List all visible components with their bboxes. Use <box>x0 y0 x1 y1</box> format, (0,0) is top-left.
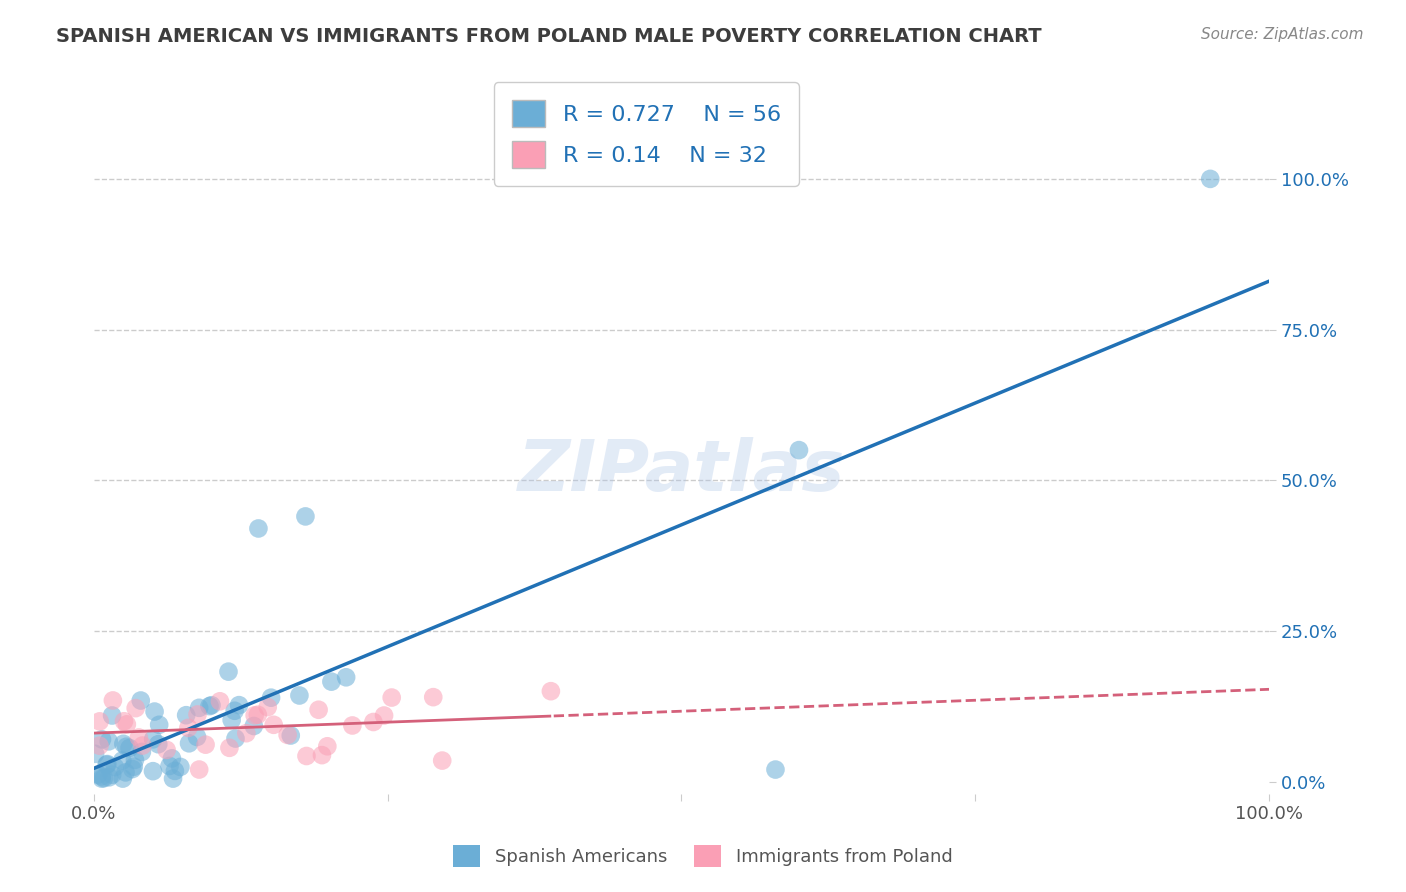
Point <box>540 684 562 698</box>
Point <box>131 745 153 759</box>
Point <box>128 731 150 745</box>
Point <box>98 770 121 784</box>
Point <box>104 760 127 774</box>
Point <box>148 718 170 732</box>
Text: Source: ZipAtlas.com: Source: ZipAtlas.com <box>1201 27 1364 42</box>
Point <box>96 757 118 772</box>
Point <box>125 701 148 715</box>
Point <box>90 769 112 783</box>
Point <box>169 760 191 774</box>
Point <box>280 729 302 743</box>
Point <box>156 743 179 757</box>
Point <box>159 759 181 773</box>
Text: ZIPatlas: ZIPatlas <box>517 437 845 506</box>
Point <box>208 694 231 708</box>
Point <box>246 707 269 722</box>
Point <box>200 698 222 713</box>
Point <box>218 740 240 755</box>
Point <box>96 757 118 772</box>
Point <box>432 754 454 768</box>
Point <box>247 521 270 535</box>
Point <box>263 718 285 732</box>
Point <box>308 703 330 717</box>
Legend: R = 0.727    N = 56, R = 0.14    N = 32: R = 0.727 N = 56, R = 0.14 N = 32 <box>494 82 799 186</box>
Point <box>101 693 124 707</box>
Text: SPANISH AMERICAN VS IMMIGRANTS FROM POLAND MALE POVERTY CORRELATION CHART: SPANISH AMERICAN VS IMMIGRANTS FROM POLA… <box>56 27 1042 45</box>
Point <box>188 763 211 777</box>
Point <box>160 751 183 765</box>
Point <box>1199 172 1222 186</box>
Point <box>112 737 135 751</box>
Point <box>122 760 145 774</box>
Point <box>111 772 134 786</box>
Point <box>243 719 266 733</box>
Point <box>174 708 197 723</box>
Point <box>142 764 165 779</box>
Point <box>115 717 138 731</box>
Point <box>118 741 141 756</box>
Point <box>294 509 316 524</box>
Point <box>101 708 124 723</box>
Point <box>89 714 111 729</box>
Point <box>163 764 186 778</box>
Point <box>316 739 339 754</box>
Point <box>288 689 311 703</box>
Point <box>101 767 124 781</box>
Point <box>129 693 152 707</box>
Point <box>260 690 283 705</box>
Point <box>243 708 266 723</box>
Point <box>188 701 211 715</box>
Point <box>186 730 208 744</box>
Point <box>91 732 114 747</box>
Point <box>422 690 444 705</box>
Point <box>277 728 299 742</box>
Point <box>131 739 153 753</box>
Point <box>194 738 217 752</box>
Point <box>295 749 318 764</box>
Point <box>143 705 166 719</box>
Point <box>321 674 343 689</box>
Legend: Spanish Americans, Immigrants from Poland: Spanish Americans, Immigrants from Polan… <box>446 838 960 874</box>
Point <box>177 736 200 750</box>
Point <box>162 772 184 786</box>
Point <box>186 707 208 722</box>
Point <box>224 704 246 718</box>
Point <box>198 699 221 714</box>
Point <box>112 714 135 729</box>
Point <box>787 443 810 458</box>
Point <box>335 670 357 684</box>
Point <box>84 747 107 761</box>
Point <box>87 767 110 781</box>
Point <box>218 665 240 679</box>
Point <box>93 771 115 785</box>
Point <box>111 754 134 768</box>
Point <box>90 772 112 786</box>
Point <box>142 732 165 747</box>
Point <box>177 721 200 735</box>
Point <box>311 748 333 763</box>
Point <box>235 726 257 740</box>
Point <box>148 737 170 751</box>
Point <box>115 739 138 754</box>
Point <box>342 718 364 732</box>
Point <box>124 753 146 767</box>
Point <box>363 714 385 729</box>
Point <box>121 762 143 776</box>
Point <box>381 690 404 705</box>
Point <box>114 765 136 780</box>
Point <box>89 739 111 753</box>
Point <box>373 708 395 723</box>
Point <box>256 700 278 714</box>
Point <box>221 713 243 727</box>
Point <box>97 734 120 748</box>
Point <box>228 698 250 713</box>
Point <box>765 763 787 777</box>
Point <box>224 731 246 746</box>
